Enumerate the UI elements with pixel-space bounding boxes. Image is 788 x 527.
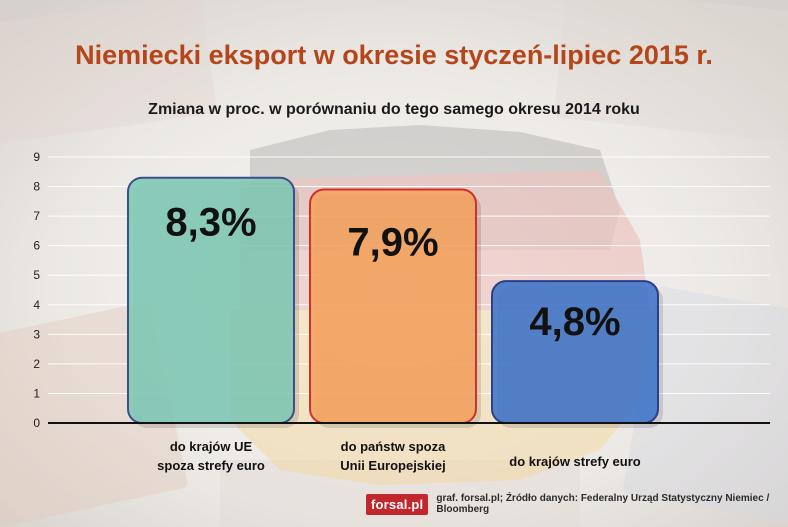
- category-label: do państw spoza: [341, 439, 447, 454]
- y-axis-tick-labels: 0 1 2 3 4 5 6 7 8 9: [33, 150, 40, 430]
- category-labels: do krajów UE spoza strefy euro do państw s…: [157, 439, 641, 473]
- y-tick-label: 5: [33, 268, 40, 282]
- category-label: do krajów UE: [170, 439, 253, 454]
- y-tick-label: 2: [33, 357, 40, 371]
- category-label: spoza strefy euro: [157, 458, 265, 473]
- category-label: do krajów strefy euro: [509, 454, 641, 469]
- chart-title: Niemiecki eksport w okresie styczeń-lipi…: [75, 40, 713, 70]
- y-tick-label: 0: [33, 416, 40, 430]
- y-tick-label: 6: [33, 239, 40, 253]
- y-tick-label: 7: [33, 209, 40, 223]
- category-label: Unii Europejskiej: [340, 458, 445, 473]
- bar-value-label: 8,3%: [165, 201, 256, 245]
- y-tick-label: 8: [33, 180, 40, 194]
- y-tick-label: 1: [33, 386, 40, 400]
- chart-subtitle: Zmiana w proc. w porównaniu do tego same…: [148, 101, 640, 118]
- source-text: graf. forsal.pl; Źródło danych: Federaln…: [436, 493, 770, 515]
- y-tick-label: 9: [33, 150, 40, 164]
- bars: [127, 176, 663, 428]
- source-footer: forsal.pl graf. forsal.pl; Źródło danych…: [366, 492, 788, 516]
- y-tick-label: 3: [33, 327, 40, 341]
- bar-value-labels: 8,3% 7,9% 4,8%: [165, 201, 620, 344]
- y-tick-label: 4: [33, 298, 40, 312]
- forsal-logo[interactable]: forsal.pl: [366, 493, 429, 515]
- bar-value-label: 4,8%: [529, 300, 620, 344]
- bar-value-label: 7,9%: [347, 221, 438, 265]
